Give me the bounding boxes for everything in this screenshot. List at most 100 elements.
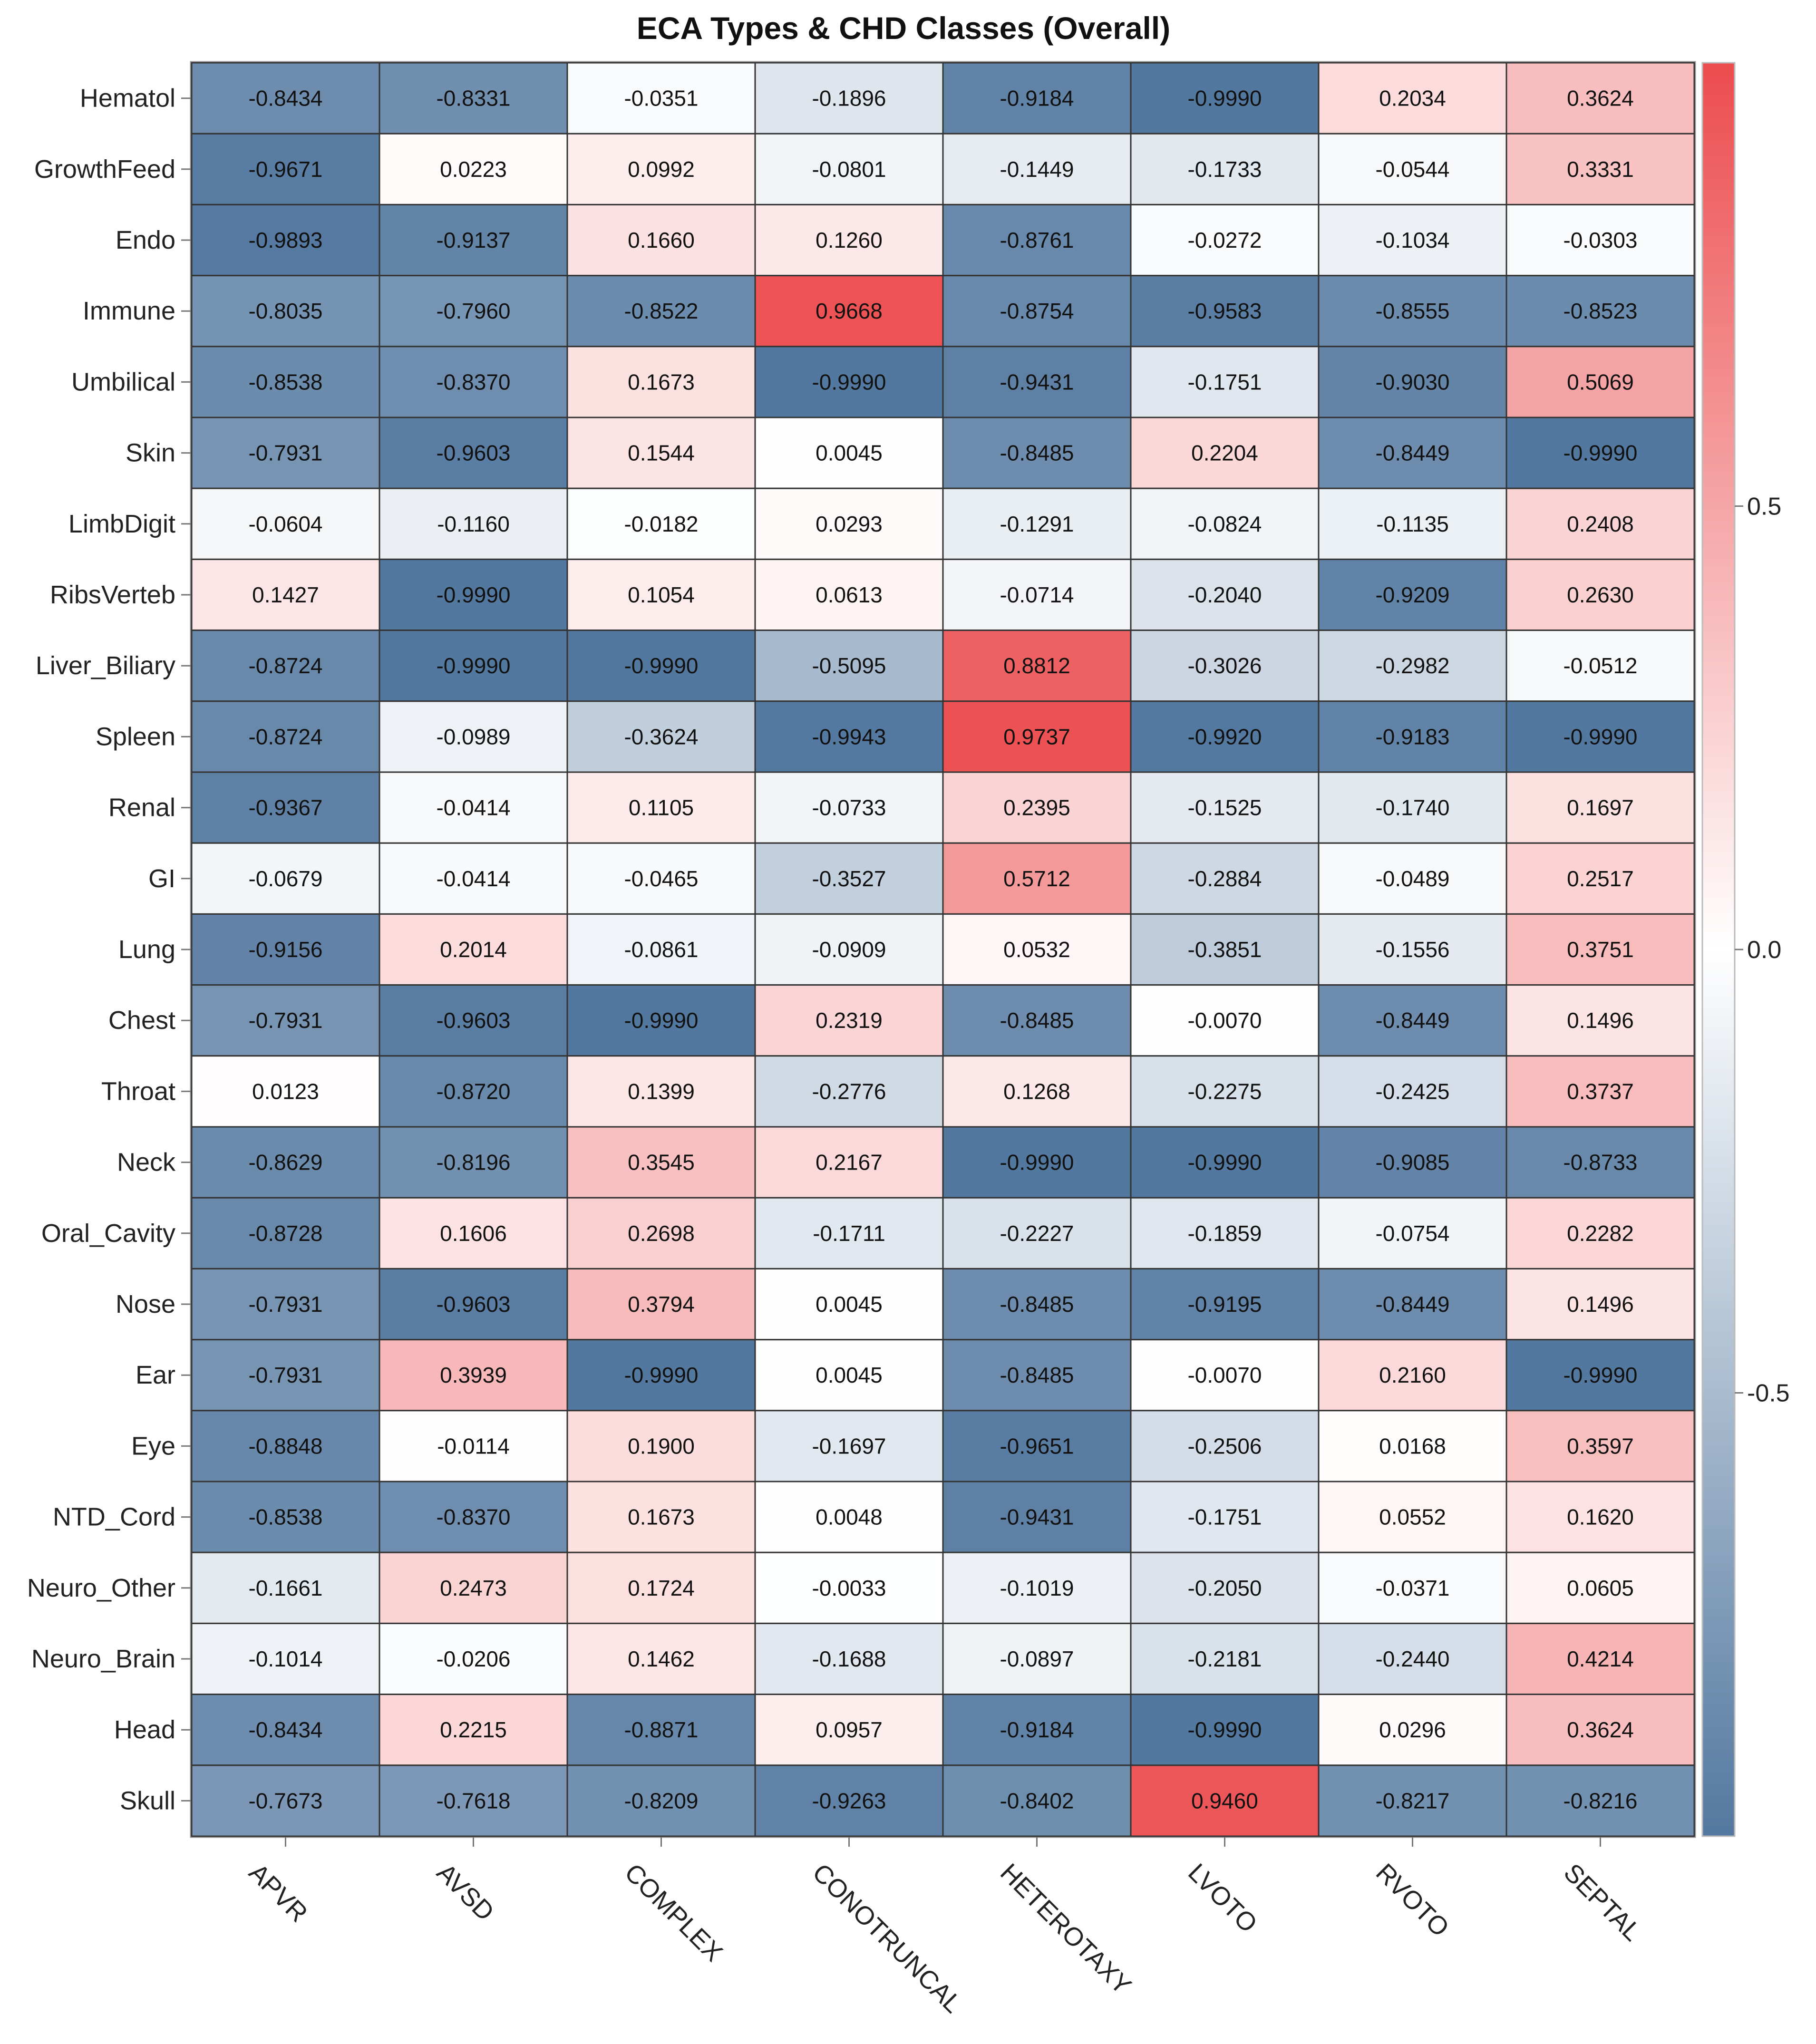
cell-value-label: 0.0045 [816, 1292, 883, 1317]
legend-tick-label: -0.5 [1747, 1380, 1790, 1407]
cell-value-label: 0.0992 [628, 157, 695, 182]
heatmap-cell [1318, 913, 1507, 986]
row-label: Liver_Biliary [36, 651, 175, 680]
cell-value-label: 0.3597 [1567, 1434, 1634, 1458]
cell-value-label: 0.2698 [628, 1221, 695, 1246]
heatmap-cell [1505, 203, 1695, 277]
cell-value-label: -0.0989 [436, 724, 510, 749]
cell-value-label: -0.0070 [1187, 1363, 1262, 1387]
row-label: Skull [120, 1786, 175, 1815]
cell-value-label: -0.8523 [1563, 299, 1637, 323]
cell-value-label: -0.7960 [436, 299, 510, 323]
cell-value-label: 0.2014 [440, 937, 507, 962]
heatmap-cell [1505, 913, 1695, 986]
heatmap-cell [1505, 1126, 1695, 1199]
heatmap-cell [1318, 1551, 1507, 1624]
heatmap-cell [754, 700, 944, 773]
cell-value-label: -0.2884 [1187, 866, 1262, 891]
cell-value-label: -0.8485 [1000, 1008, 1074, 1033]
cell-value-label: -0.8217 [1375, 1788, 1449, 1813]
cell-value-label: -0.9367 [248, 795, 322, 820]
cell-value-label: 0.1673 [628, 1505, 695, 1530]
cell-value-label: -0.8434 [248, 86, 322, 111]
heatmap-cell [1318, 771, 1507, 844]
cell-value-label: -0.8720 [436, 1079, 510, 1104]
row-label: Hematol [80, 84, 175, 113]
row-label: Throat [101, 1077, 175, 1105]
cell-value-label: -0.9085 [1375, 1150, 1449, 1175]
cell-value-label: -0.9156 [248, 937, 322, 962]
cell-value-label: -0.0182 [624, 512, 698, 536]
cell-value-label: -0.1525 [1187, 795, 1262, 820]
cell-value-label: -0.8035 [248, 299, 322, 323]
cell-value-label: -0.0909 [812, 937, 886, 962]
cell-value-label: 0.1260 [816, 228, 883, 252]
cell-value-label: -0.1859 [1187, 1221, 1262, 1246]
cell-value-label: -0.9603 [436, 1008, 510, 1033]
cell-value-label: 0.2282 [1567, 1221, 1634, 1246]
row-label: Neuro_Brain [31, 1645, 175, 1673]
heatmap-cell [1505, 1551, 1695, 1624]
heatmap-cell [379, 203, 568, 277]
cell-value-label: 0.3737 [1567, 1079, 1634, 1104]
heatmap-cell [1505, 984, 1695, 1057]
row-label: Oral_Cavity [41, 1219, 175, 1248]
heatmap-cell [566, 700, 756, 773]
heatmap-cell [1318, 346, 1507, 418]
heatmap-cell [942, 842, 1132, 915]
cell-value-label: 0.9668 [816, 299, 883, 323]
cell-value-label: 0.1399 [628, 1079, 695, 1104]
cell-value-label: -0.9990 [1563, 724, 1637, 749]
cell-value-label: -0.0604 [248, 512, 322, 536]
cell-value-label: 0.1673 [628, 369, 695, 394]
heatmap-cell [942, 1197, 1132, 1269]
row-label: Renal [108, 794, 175, 822]
heatmap-cell [1505, 1481, 1695, 1553]
heatmap-cell [379, 1268, 568, 1341]
cell-value-label: 0.2319 [816, 1008, 883, 1033]
column-label: LVOTO [1183, 1858, 1262, 1938]
heatmap-cell [379, 62, 568, 135]
heatmap-cell [191, 1268, 380, 1341]
cell-value-label: 0.0957 [816, 1717, 883, 1742]
heatmap-cell [191, 913, 380, 986]
row-label: LimbDigit [68, 510, 175, 538]
heatmap-cell [754, 630, 944, 702]
cell-value-label: 0.0605 [1567, 1576, 1634, 1600]
heatmap-cell [379, 913, 568, 986]
cell-value-label: -0.8196 [436, 1150, 510, 1175]
heatmap-cell [1130, 1268, 1320, 1341]
heatmap-cell [566, 630, 756, 702]
row-label: Endo [116, 226, 175, 254]
cell-value-label: -0.1556 [1375, 937, 1449, 962]
heatmap-cell [566, 203, 756, 277]
heatmap-cell [379, 984, 568, 1057]
heatmap-cell [566, 1694, 756, 1766]
cell-value-label: -0.9893 [248, 228, 322, 252]
cell-value-label: -0.8449 [1375, 1292, 1449, 1317]
cell-value-label: -0.9990 [436, 653, 510, 678]
cell-value-label: -0.1019 [1000, 1576, 1074, 1600]
cell-value-label: -0.0861 [624, 937, 698, 962]
cell-value-label: -0.8848 [248, 1434, 322, 1458]
heatmap-cell [566, 1126, 756, 1199]
heatmap-cell [191, 203, 380, 277]
cell-value-label: -0.9603 [436, 441, 510, 465]
heatmap-cell [379, 275, 568, 348]
cell-value-label: -0.0801 [812, 157, 886, 182]
heatmap-cell [1318, 630, 1507, 702]
cell-value-label: -0.5095 [812, 653, 886, 678]
heatmap-cell [566, 346, 756, 418]
cell-value-label: -0.8434 [248, 1717, 322, 1742]
cell-value-label: -0.2227 [1000, 1221, 1074, 1246]
heatmap-cell [942, 1622, 1132, 1695]
heatmap-cell [1318, 1126, 1507, 1199]
heatmap-cell [191, 1410, 380, 1482]
cell-value-label: -0.0114 [437, 1434, 510, 1458]
heatmap-cell [942, 984, 1132, 1057]
cell-value-label: 0.1496 [1567, 1292, 1634, 1317]
heatmap-cell [1318, 842, 1507, 915]
cell-value-label: -0.9263 [812, 1788, 886, 1813]
heatmap-cell [754, 1622, 944, 1695]
